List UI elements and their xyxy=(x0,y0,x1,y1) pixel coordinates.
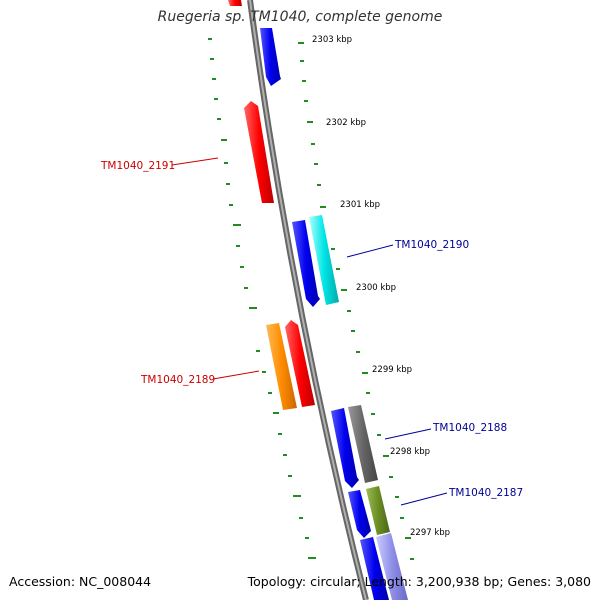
genome-backbone-highlight xyxy=(249,0,367,600)
gene-tm1040-2187[interactable] xyxy=(366,486,390,535)
left-tick-guide xyxy=(208,38,316,559)
leader-tm1040-2190 xyxy=(346,244,394,258)
genes xyxy=(228,0,408,600)
gene-label-tm1040-2191[interactable]: TM1040_2191 xyxy=(100,160,175,172)
label-leaders xyxy=(171,157,448,506)
gene-tm1040-2190[interactable] xyxy=(309,215,339,305)
gene-bottom-lavender[interactable] xyxy=(376,533,408,600)
tick-label-2300: 2300 kbp xyxy=(356,283,396,293)
tick-labels: 2303 kbp 2302 kbp 2301 kbp 2300 kbp 2299… xyxy=(312,35,450,538)
gene-label-tm1040-2190[interactable]: TM1040_2190 xyxy=(394,239,469,251)
tick-label-2301: 2301 kbp xyxy=(340,200,380,210)
leader-tm1040-2187 xyxy=(400,492,448,506)
gene-red-2189-right[interactable] xyxy=(285,320,315,407)
topology-text: Topology: circular; Length: 3,200,938 bp… xyxy=(247,574,591,589)
gene-blue-2190-left[interactable] xyxy=(292,220,320,307)
gene-label-tm1040-2189[interactable]: TM1040_2189 xyxy=(140,374,215,386)
accession-text: Accession: NC_008044 xyxy=(9,574,152,589)
gene-top-red[interactable] xyxy=(228,0,242,6)
gene-tm1040-2189[interactable] xyxy=(266,323,297,410)
gene-labels: TM1040_2191 TM1040_2190 TM1040_2189 TM10… xyxy=(100,160,523,499)
gene-label-tm1040-2188[interactable]: TM1040_2188 xyxy=(432,422,507,434)
gene-blue-2188-left[interactable] xyxy=(331,408,359,488)
gene-label-tm1040-2187[interactable]: TM1040_2187 xyxy=(448,487,523,499)
gene-blue-2187-left[interactable] xyxy=(348,490,371,538)
gene-bottom-blue[interactable] xyxy=(360,537,389,600)
map-title: Ruegeria sp. TM1040, complete genome xyxy=(157,9,443,25)
gene-tm1040-2191[interactable] xyxy=(244,101,274,203)
tick-label-2297: 2297 kbp xyxy=(410,528,450,538)
tick-label-2299: 2299 kbp xyxy=(372,365,412,375)
tick-label-2303: 2303 kbp xyxy=(312,35,352,45)
gene-tm1040-2188[interactable] xyxy=(348,405,378,483)
leader-tm1040-2191 xyxy=(171,157,219,166)
leader-tm1040-2189 xyxy=(212,370,260,380)
gene-top-blue[interactable] xyxy=(260,28,281,86)
right-tick-guide xyxy=(298,42,414,560)
tick-label-2298: 2298 kbp xyxy=(390,447,430,457)
leader-tm1040-2188 xyxy=(384,428,432,440)
tick-label-2302: 2302 kbp xyxy=(326,118,366,128)
